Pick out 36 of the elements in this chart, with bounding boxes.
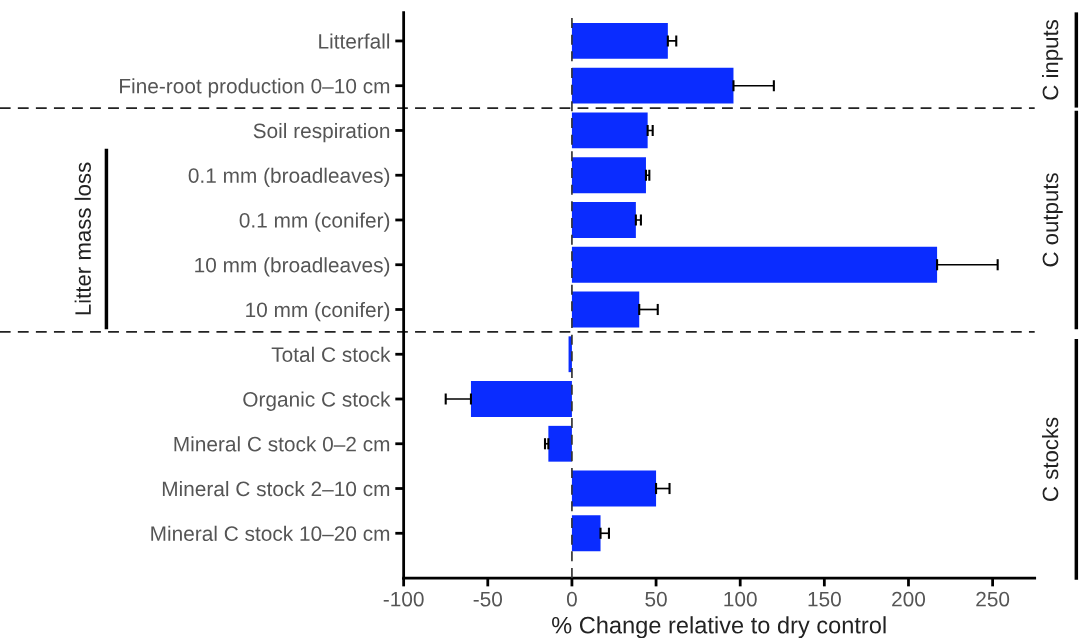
bar — [571, 112, 648, 149]
bar — [571, 470, 657, 507]
y-tick-label: Litterfall — [319, 33, 390, 49]
bar — [571, 67, 734, 104]
bar — [571, 23, 668, 59]
y-tick-label: 10 mm (conifer) — [246, 301, 390, 322]
text: Litter mass loss — [74, 162, 91, 315]
bar — [571, 202, 636, 238]
y-tick-label: 10 mm (broadleaves) — [195, 257, 390, 277]
y-tick-label: 0.1 mm (conifer) — [239, 212, 390, 232]
y-tick-label: Fine-root production 0–10 cm — [120, 78, 390, 98]
bar — [548, 425, 572, 462]
x-tick-label: 250 — [976, 591, 1010, 607]
x-tick-label: 150 — [808, 591, 841, 607]
y-tick-label: Mineral C stock 10–20 cm — [151, 525, 390, 542]
text: C inputs — [1042, 20, 1063, 100]
x-tick-label: 100 — [724, 591, 757, 607]
y-tick-label: Mineral C stock 2–10 cm — [162, 480, 390, 497]
y-tick-label: Soil respiration — [253, 122, 390, 143]
y-tick-label: Total C stock — [271, 346, 391, 362]
bar — [571, 515, 601, 552]
x-tick-label: -50 — [473, 591, 503, 607]
x-axis-title: % Change relative to dry control — [552, 616, 886, 638]
bar — [571, 291, 640, 328]
y-tick-label: Organic C stock — [243, 391, 391, 411]
x-tick-label: 200 — [892, 591, 926, 607]
x-tick-label: 50 — [645, 591, 667, 607]
text: C outputs — [1042, 173, 1063, 267]
y-tick-label: Mineral C stock 0–2 cm — [174, 436, 390, 452]
bar — [571, 157, 646, 194]
x-tick-label: -100 — [383, 591, 424, 607]
y-tick-label: 0.1 mm (broadleaves) — [188, 167, 390, 188]
text: C stocks — [1042, 417, 1059, 501]
x-tick-label: 0 — [566, 591, 577, 607]
bar — [571, 246, 938, 283]
bar — [470, 381, 572, 417]
